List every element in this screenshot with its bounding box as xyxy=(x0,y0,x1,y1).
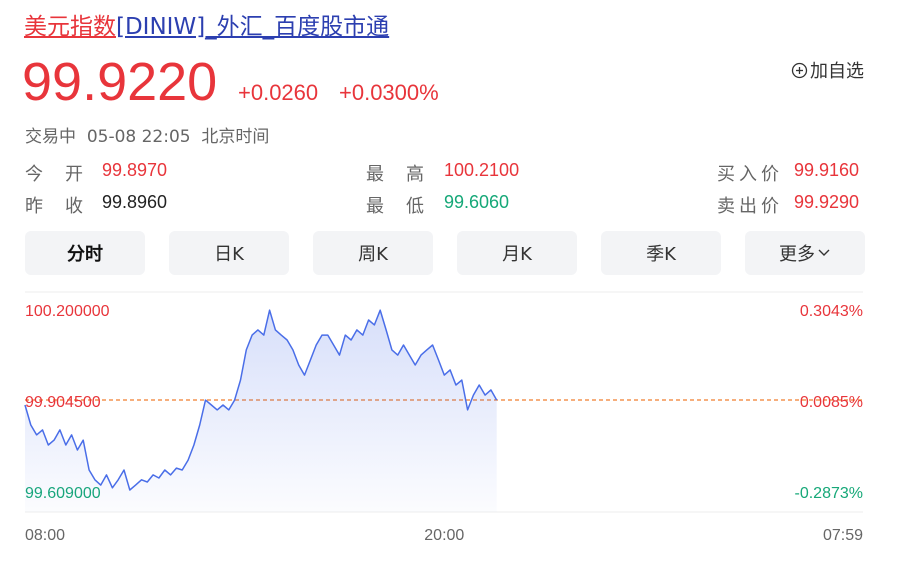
add-watchlist[interactable]: 加自选 xyxy=(791,57,864,83)
y2-tick-label: -0.2873% xyxy=(795,485,864,502)
tab-label[interactable]: 月K xyxy=(502,244,532,265)
stat-label: 昨收 xyxy=(25,196,105,217)
tab-label[interactable]: 周K xyxy=(358,244,388,265)
change: +0.0260 xyxy=(238,80,319,105)
tab[interactable]: 季K xyxy=(601,231,721,275)
change-pct: +0.0300% xyxy=(339,80,439,105)
chevron xyxy=(818,249,830,256)
stat-label: 今开 xyxy=(25,164,105,185)
stat-value: 99.8970 xyxy=(102,160,168,180)
timezone: 北京时间 xyxy=(201,127,270,147)
price-line xyxy=(24,309,498,491)
tab-label[interactable]: 日K xyxy=(214,244,244,265)
tab[interactable]: 月K xyxy=(457,231,577,275)
stat-value: 99.6060 xyxy=(444,192,510,212)
stat-value: 99.8960 xyxy=(102,192,168,212)
title[interactable]: 美元指数[DINIW]_外汇_百度股市通 xyxy=(24,12,389,42)
stat-value: 99.9290 xyxy=(794,192,860,212)
tab-label[interactable]: 季K xyxy=(646,244,676,265)
stat-label: 买入价 xyxy=(717,164,783,185)
y2-tick-label: 0.3043% xyxy=(800,303,863,320)
y2-tick-label: 0.0085% xyxy=(800,394,863,411)
tab[interactable]: 更多 xyxy=(745,231,865,275)
y-tick-label: 99.904500 xyxy=(25,394,101,411)
area xyxy=(25,310,497,512)
title-rest[interactable]: [DINIW]_外汇_百度股市通 xyxy=(116,14,390,40)
x-tick-label: 07:59 xyxy=(823,527,863,544)
tab[interactable]: 周K xyxy=(313,231,433,275)
tab[interactable]: 日K xyxy=(169,231,289,275)
plus-icon xyxy=(791,62,808,78)
title-name[interactable]: 美元指数 xyxy=(24,14,116,40)
add-label[interactable]: 加自选 xyxy=(810,61,864,82)
x-tick-label: 08:00 xyxy=(25,527,65,544)
stat-label: 最低 xyxy=(366,196,446,217)
stat-value: 99.9160 xyxy=(794,160,860,180)
stat-value: 100.2100 xyxy=(444,160,520,180)
price: 99.9220 xyxy=(22,52,218,112)
stat-label: 卖出价 xyxy=(717,196,783,217)
status: 交易中 xyxy=(25,127,76,147)
time: 05-08 22:05 xyxy=(86,127,191,147)
stat-label: 最高 xyxy=(366,164,446,185)
tab-label[interactable]: 分时 xyxy=(67,244,103,265)
x-tick-label: 20:00 xyxy=(424,527,464,544)
tab-label[interactable]: 更多 xyxy=(779,244,815,265)
tab[interactable]: 分时 xyxy=(25,231,145,275)
y-tick-label: 100.200000 xyxy=(25,303,110,320)
status-line: 交易中 05-08 22:05 北京时间 xyxy=(25,122,269,147)
